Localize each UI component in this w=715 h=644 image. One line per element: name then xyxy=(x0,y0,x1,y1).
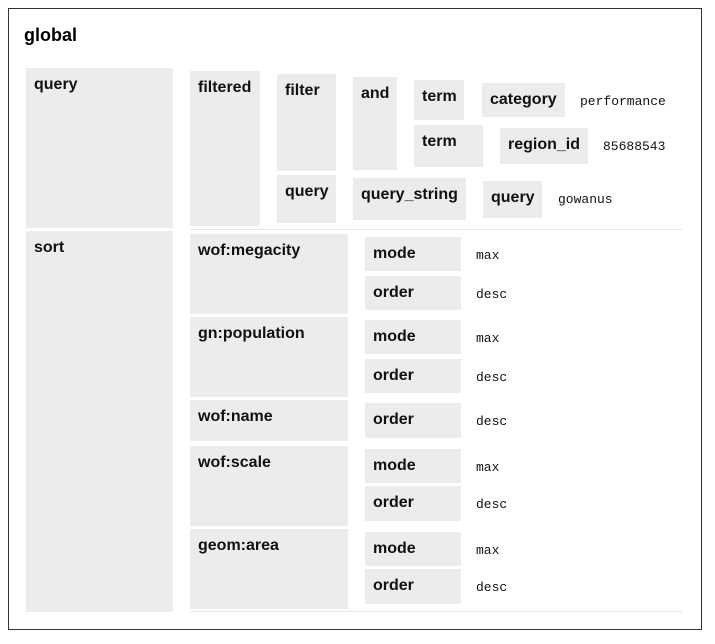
sort-field-wof-megacity: wof:megacity xyxy=(190,234,348,314)
mode-value: max xyxy=(476,331,500,346)
term-key-1: term xyxy=(414,80,464,120)
order-value: desc xyxy=(476,497,508,512)
category-value: performance xyxy=(580,94,666,109)
mode-key: mode xyxy=(365,237,461,271)
order-key: order xyxy=(365,486,461,521)
order-key: order xyxy=(365,403,461,438)
mode-value: max xyxy=(476,248,500,263)
category-key: category xyxy=(482,83,565,117)
sort-key: sort xyxy=(26,231,173,612)
order-value: desc xyxy=(476,287,508,302)
mode-key: mode xyxy=(365,320,461,354)
mode-value: max xyxy=(476,543,500,558)
term-key-2: term xyxy=(414,125,483,167)
region-id-key: region_id xyxy=(500,128,588,164)
sort-bottom-divider xyxy=(190,611,682,612)
mode-key: mode xyxy=(365,449,461,483)
root-label: global xyxy=(24,25,77,45)
order-value: desc xyxy=(476,370,508,385)
sort-field-gn-population: gn:population xyxy=(190,317,348,397)
qs-query-key: query xyxy=(483,181,542,218)
query-bottom-divider xyxy=(190,229,682,230)
order-key: order xyxy=(365,569,461,604)
region-id-value: 85688543 xyxy=(603,139,666,154)
mode-key: mode xyxy=(365,532,461,566)
query-string-key: query_string xyxy=(353,178,466,220)
sort-field-wof-scale: wof:scale xyxy=(190,446,348,526)
order-key: order xyxy=(365,276,461,310)
sort-field-geom-area: geom:area xyxy=(190,529,348,609)
order-key: order xyxy=(365,359,461,393)
order-value: desc xyxy=(476,414,508,429)
mode-value: max xyxy=(476,460,500,475)
sort-field-wof-name: wof:name xyxy=(190,400,348,441)
order-value: desc xyxy=(476,580,508,595)
query-key: query xyxy=(26,68,173,228)
filter-key: filter xyxy=(277,74,336,171)
inner-query-key: query xyxy=(277,175,336,223)
and-key: and xyxy=(353,77,397,170)
filtered-key: filtered xyxy=(190,71,260,226)
qs-query-value: gowanus xyxy=(558,192,613,207)
